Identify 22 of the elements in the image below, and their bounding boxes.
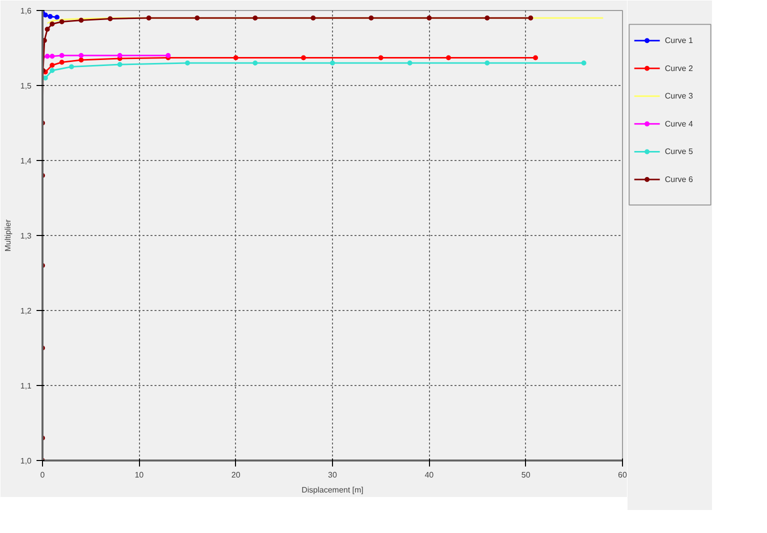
x-tick-label: 40 xyxy=(424,470,434,480)
legend-label: Curve 1 xyxy=(664,36,694,46)
x-tick-label: 10 xyxy=(134,470,144,480)
x-axis-title: Displacement [m] xyxy=(302,486,364,494)
x-tick-label: 20 xyxy=(231,470,241,480)
y-tick-label: 1,0 xyxy=(20,456,32,466)
legend-label: Curve 3 xyxy=(664,92,694,101)
x-tick-label: 30 xyxy=(328,470,338,480)
legend-label: Curve 4 xyxy=(664,119,694,128)
y-tick-label: 1,4 xyxy=(20,156,32,166)
y-tick-label: 1,2 xyxy=(20,306,32,316)
y-tick-label: 1,1 xyxy=(20,382,32,390)
x-tick-label: 0 xyxy=(40,470,46,480)
x-tick-label: 60 xyxy=(618,470,628,480)
y-tick-label: 1,6 xyxy=(20,6,32,16)
legend-label: Curve 6 xyxy=(664,174,694,184)
legend-label: Curve 2 xyxy=(664,64,694,73)
x-tick-label: 50 xyxy=(521,470,531,480)
y-axis-title: Multiplier xyxy=(3,219,12,252)
legend-label: Curve 5 xyxy=(664,147,694,156)
y-tick-label: 1,3 xyxy=(20,232,32,240)
y-tick-label: 1,5 xyxy=(20,82,32,90)
